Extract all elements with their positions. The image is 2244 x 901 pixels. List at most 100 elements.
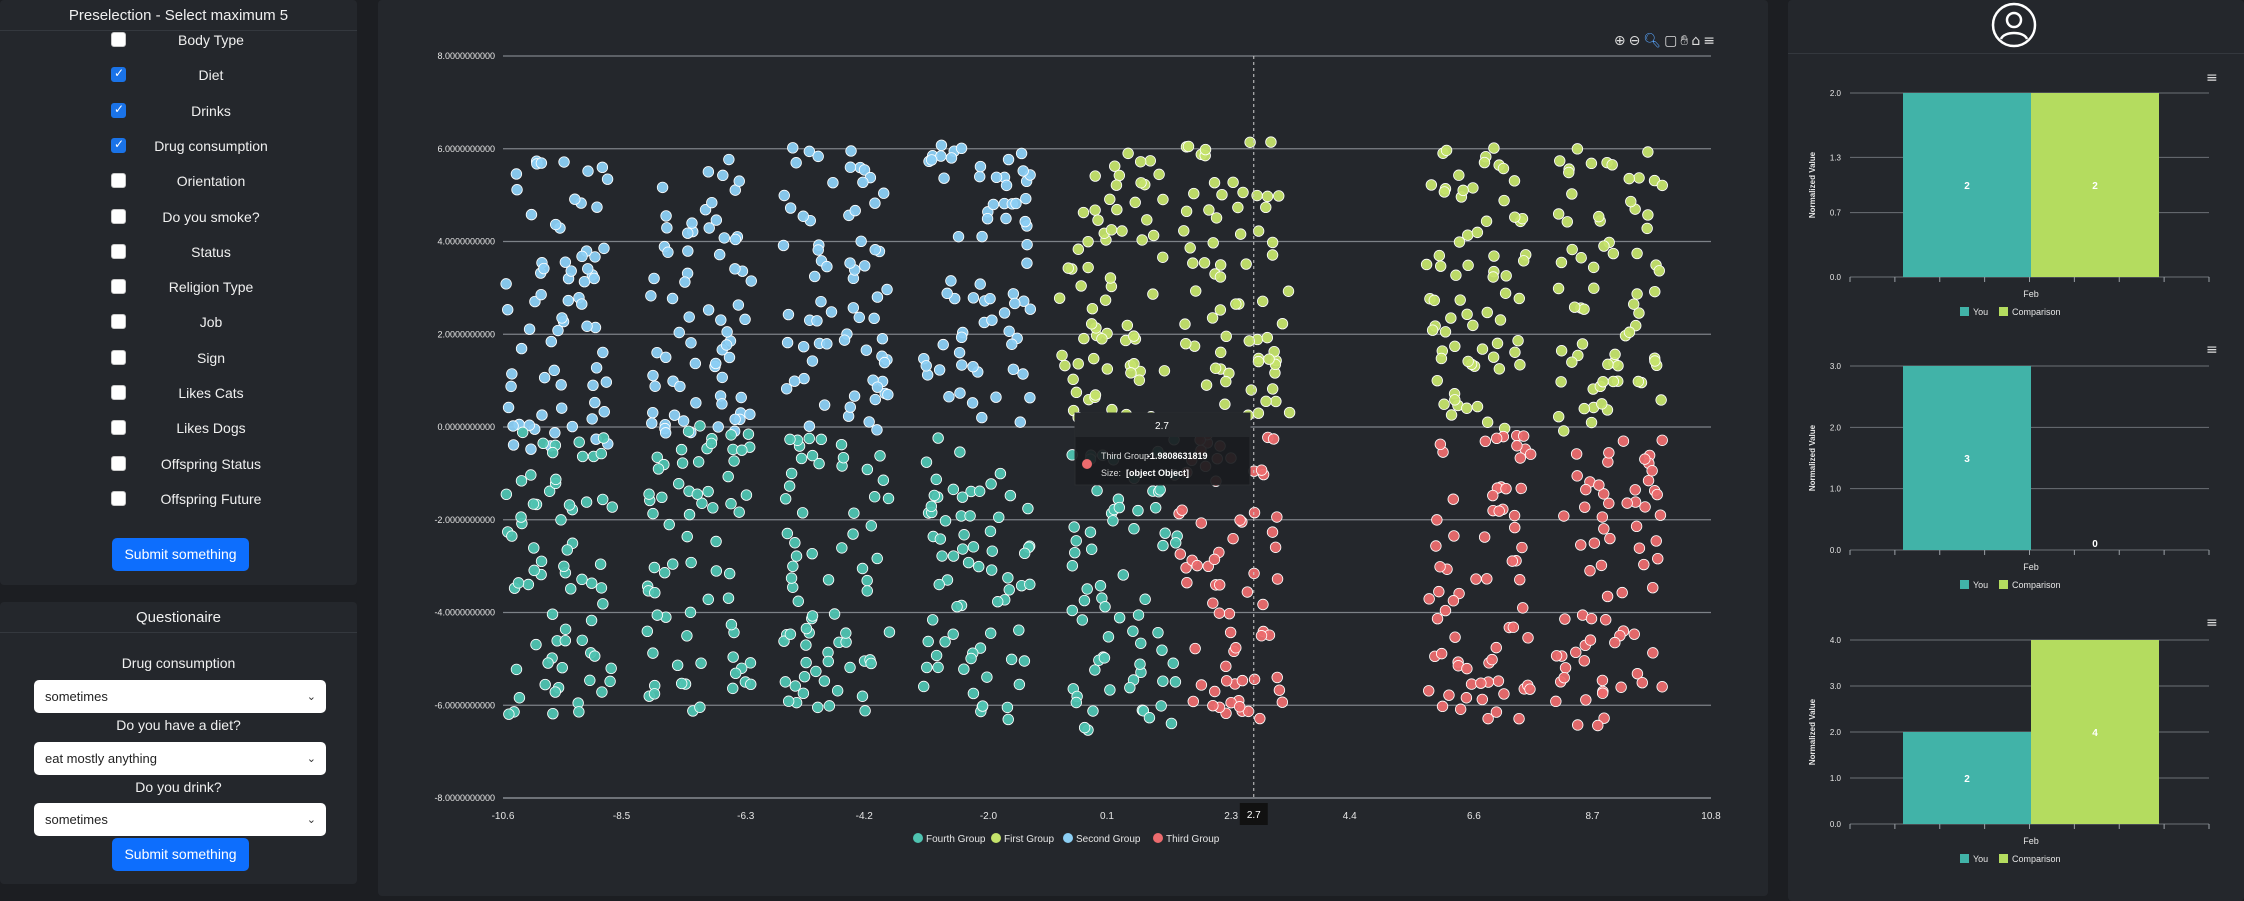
scatter-point[interactable] (1135, 637, 1147, 649)
scatter-point[interactable] (947, 628, 959, 640)
scatter-point[interactable] (559, 623, 572, 635)
scatter-point[interactable] (1566, 356, 1578, 368)
scatter-point[interactable] (838, 334, 851, 346)
scatter-point[interactable] (1481, 306, 1493, 319)
checkbox[interactable] (111, 420, 126, 436)
scatter-point[interactable] (861, 574, 873, 587)
scatter-point[interactable] (1649, 355, 1661, 367)
scatter-point[interactable] (525, 443, 537, 455)
questionnaire-submit-button[interactable]: Submit something (112, 838, 249, 871)
scatter-point[interactable] (555, 379, 567, 391)
scatter-point[interactable] (1069, 546, 1081, 559)
scatter-point[interactable] (803, 432, 815, 445)
scatter-point[interactable] (1559, 662, 1572, 674)
home-icon[interactable]: ⌂ (1691, 33, 1702, 49)
scatter-point[interactable] (1017, 165, 1029, 177)
scatter-point[interactable] (1628, 628, 1640, 640)
scatter-point[interactable] (1435, 352, 1448, 365)
scatter-point[interactable] (1219, 398, 1231, 410)
scatter-point[interactable] (546, 446, 559, 459)
scatter-point[interactable] (1189, 642, 1201, 655)
scatter-point[interactable] (1438, 398, 1450, 410)
scatter-point[interactable] (806, 355, 819, 367)
scatter-point[interactable] (933, 578, 945, 591)
scatter-point[interactable] (965, 652, 977, 665)
scatter-point[interactable] (1220, 675, 1233, 687)
scatter-chart[interactable]: 8.0000000000 6.0000000000 4.0000000000 2.00… (378, 0, 1768, 896)
scatter-point[interactable] (1252, 225, 1265, 237)
scatter-point[interactable] (1623, 172, 1635, 185)
scatter-point[interactable] (549, 686, 561, 698)
scatter-point[interactable] (844, 257, 856, 269)
scatter-point[interactable] (582, 165, 594, 177)
scatter-point[interactable] (966, 397, 979, 409)
scatter-point[interactable] (967, 541, 980, 553)
scatter-point[interactable] (976, 411, 988, 424)
scatter-point[interactable] (522, 578, 535, 591)
scatter-point[interactable] (1652, 552, 1664, 565)
scatter-point[interactable] (1506, 555, 1519, 567)
scatter-point[interactable] (1220, 660, 1232, 673)
scatter-point[interactable] (861, 463, 874, 476)
scatter-point[interactable] (1561, 216, 1573, 228)
scatter-point[interactable] (672, 478, 685, 490)
scatter-point[interactable] (740, 489, 753, 501)
scatter-point[interactable] (1607, 247, 1620, 260)
scatter-point[interactable] (525, 469, 537, 481)
scatter-point[interactable] (587, 379, 599, 392)
scatter-point[interactable] (685, 337, 697, 349)
scatter-point[interactable] (849, 204, 861, 217)
legend-label[interactable]: You (1973, 307, 1988, 317)
scatter-point[interactable] (576, 250, 588, 263)
scatter-point[interactable] (744, 408, 756, 420)
scatter-point[interactable] (1088, 352, 1100, 365)
scatter-point[interactable] (1003, 584, 1015, 596)
scatter-point[interactable] (589, 650, 601, 662)
checkbox[interactable] (111, 208, 126, 224)
scatter-point[interactable] (536, 409, 548, 421)
scatter-point[interactable] (1260, 201, 1272, 214)
scatter-point[interactable] (831, 685, 844, 697)
scatter-point[interactable] (1616, 586, 1628, 599)
scatter-point[interactable] (1252, 407, 1265, 419)
scatter-point[interactable] (974, 160, 987, 173)
scatter-point[interactable] (934, 533, 947, 545)
scatter-point[interactable] (1475, 677, 1487, 689)
scatter-point[interactable] (1273, 684, 1286, 696)
scatter-point[interactable] (667, 558, 679, 570)
scatter-point[interactable] (930, 649, 943, 662)
scatter-point[interactable] (1209, 362, 1222, 374)
scatter-point[interactable] (1433, 249, 1446, 262)
scatter-point[interactable] (1156, 644, 1168, 656)
scatter-point[interactable] (1230, 298, 1242, 310)
scatter-point[interactable] (1056, 349, 1068, 362)
scatter-point[interactable] (1270, 395, 1282, 408)
scatter-point[interactable] (813, 457, 825, 470)
scatter-point[interactable] (935, 139, 948, 152)
scatter-point[interactable] (778, 635, 790, 647)
scatter-point[interactable] (1509, 346, 1521, 358)
scatter-point[interactable] (683, 508, 696, 521)
scatter-point[interactable] (725, 618, 738, 631)
legend-marker[interactable] (1960, 307, 1969, 316)
legend-label[interactable]: You (1973, 580, 1988, 590)
scatter-point[interactable] (1085, 318, 1098, 330)
scatter-point[interactable] (596, 686, 608, 698)
scatter-point[interactable] (660, 210, 672, 222)
scatter-point[interactable] (668, 409, 681, 421)
scatter-point[interactable] (845, 145, 857, 157)
scatter-point[interactable] (597, 598, 609, 610)
scatter-point[interactable] (1085, 543, 1098, 555)
scatter-point[interactable] (648, 272, 660, 285)
scatter-point[interactable] (1245, 384, 1257, 396)
scatter-point[interactable] (589, 396, 601, 409)
scatter-point[interactable] (1642, 474, 1655, 487)
scatter-point[interactable] (938, 172, 950, 184)
scatter-point[interactable] (590, 362, 603, 374)
scatter-point[interactable] (1449, 340, 1461, 353)
scatter-point[interactable] (1492, 675, 1505, 687)
scatter-point[interactable] (1623, 326, 1636, 338)
scatter-point[interactable] (1182, 140, 1195, 153)
scatter-point[interactable] (745, 275, 757, 287)
scatter-point[interactable] (1490, 432, 1503, 444)
